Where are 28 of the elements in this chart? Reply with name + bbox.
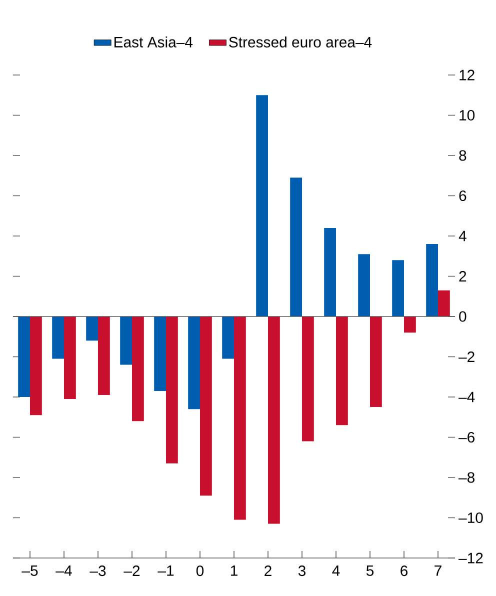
y-tick-label: –10 xyxy=(458,512,483,524)
x-tick-label: 7 xyxy=(434,566,442,576)
x-tick-label: –5 xyxy=(22,566,38,576)
y-tick-label: 0 xyxy=(459,311,466,322)
x-tick-label: 6 xyxy=(400,566,408,576)
y-tick-label: –4 xyxy=(458,392,475,402)
y-tick-label: 12 xyxy=(460,70,474,80)
x-tick-label: 4 xyxy=(332,566,340,576)
x-tick-label: 1 xyxy=(230,566,238,576)
x-tick-label: 0 xyxy=(196,566,204,576)
legend-label: East Asia–4 xyxy=(114,36,193,48)
y-tick-label: 4 xyxy=(458,230,466,242)
legend-label: Stressed euro area–4 xyxy=(229,36,372,48)
x-tick-label: –3 xyxy=(90,566,106,576)
y-tick-label: –8 xyxy=(458,472,474,483)
y-tick-label: –2 xyxy=(458,352,474,362)
y-tick-label: 6 xyxy=(459,190,466,202)
x-tick-label: 2 xyxy=(264,566,272,576)
x-tick-label: –1 xyxy=(158,566,174,576)
y-tick-label: –12 xyxy=(458,552,483,564)
x-tick-label: –2 xyxy=(124,566,140,576)
y-tick-label: 8 xyxy=(459,150,466,161)
y-tick-label: 10 xyxy=(460,110,475,121)
y-tick-label: 2 xyxy=(459,271,466,282)
x-tick-label: 5 xyxy=(366,566,374,576)
x-tick-label: 3 xyxy=(298,566,306,576)
y-tick-label: –6 xyxy=(458,432,474,443)
x-tick-label: –4 xyxy=(56,566,72,576)
